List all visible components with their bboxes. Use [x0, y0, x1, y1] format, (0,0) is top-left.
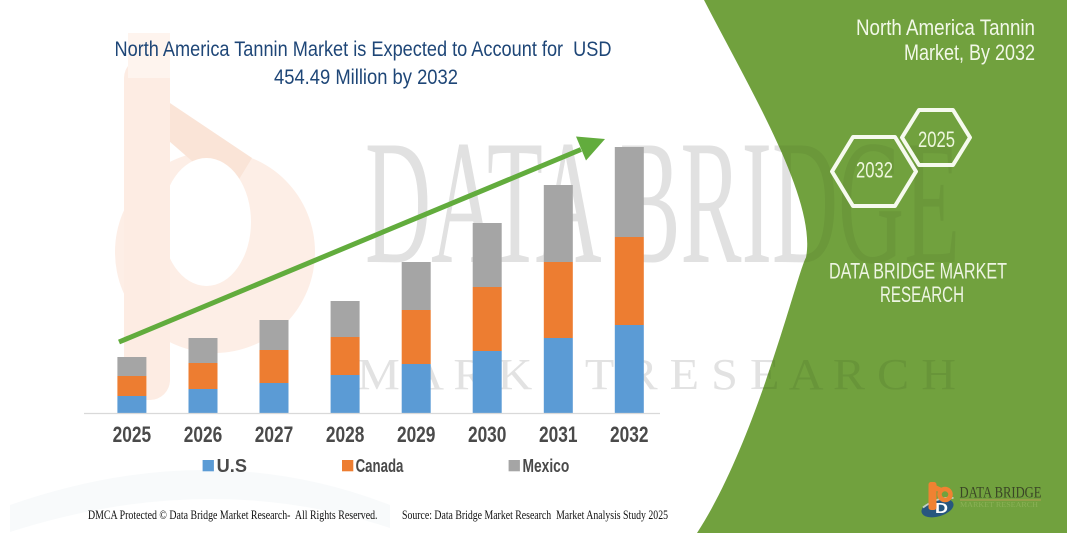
svg-text:2031: 2031 [539, 422, 578, 447]
svg-text:2032: 2032 [610, 422, 649, 447]
svg-text:2028: 2028 [326, 422, 365, 447]
svg-text:Mexico: Mexico [523, 456, 570, 476]
svg-text:DATA BRIDGE MARKET: DATA BRIDGE MARKET [829, 259, 1007, 284]
svg-text:DATA BRIDGE: DATA BRIDGE [960, 485, 1042, 502]
svg-text:DMCA Protected © Data Bridge M: DMCA Protected © Data Bridge Market Rese… [88, 508, 378, 522]
svg-text:454.49 Million by 2032: 454.49 Million by 2032 [274, 66, 458, 89]
svg-text:RESEARCH: RESEARCH [880, 282, 964, 307]
svg-text:2032: 2032 [856, 158, 893, 183]
svg-text:2025: 2025 [113, 422, 152, 447]
svg-text:Market, By 2032: Market, By 2032 [904, 40, 1035, 65]
svg-text:2027: 2027 [255, 422, 294, 447]
svg-text:North America Tannin: North America Tannin [856, 15, 1035, 40]
svg-text:Canada: Canada [356, 456, 405, 476]
svg-text:2025: 2025 [918, 127, 955, 152]
svg-text:2026: 2026 [184, 422, 223, 447]
svg-text:2029: 2029 [397, 422, 436, 447]
svg-text:2030: 2030 [468, 422, 507, 447]
svg-text:U.S: U.S [217, 456, 247, 476]
svg-text:MARKET RESEARCH: MARKET RESEARCH [960, 501, 1038, 509]
svg-text:Source: Data Bridge Market Res: Source: Data Bridge Market Research Mark… [402, 508, 668, 522]
svg-text:North America Tannin Market is: North America Tannin Market is Expected … [115, 38, 612, 61]
svg-text:D: D [935, 500, 948, 517]
